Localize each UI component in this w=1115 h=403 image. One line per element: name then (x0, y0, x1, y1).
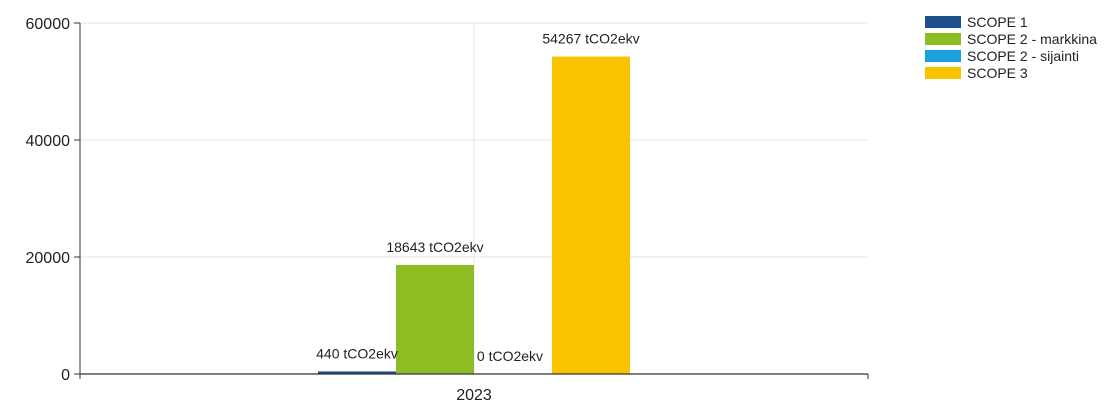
y-tick-label: 20000 (26, 250, 71, 267)
bar-scope-3 (552, 56, 630, 374)
y-tick-label: 40000 (26, 133, 71, 150)
legend-label: SCOPE 2 - markkina (967, 31, 1097, 47)
legend-swatch (925, 16, 961, 28)
y-tick-label: 0 (61, 367, 70, 384)
data-label: 18643 tCO2ekv (386, 239, 483, 255)
legend-label: SCOPE 3 (967, 65, 1028, 81)
bar-scope-2-markkina (396, 264, 474, 374)
y-tick-label: 60000 (26, 16, 71, 33)
data-labels: 440 tCO2ekv 18643 tCO2ekv 0 tCO2ekv 54267 t… (316, 31, 640, 364)
bars (318, 56, 630, 374)
data-label: 440 tCO2ekv (316, 345, 398, 361)
legend-swatch (925, 67, 961, 79)
legend-label: SCOPE 2 - sijainti (967, 48, 1079, 64)
x-tick-label: 2023 (456, 387, 492, 403)
data-label: 0 tCO2ekv (477, 348, 543, 364)
data-label: 54267 tCO2ekv (542, 31, 639, 47)
legend-swatch (925, 50, 961, 62)
legend-swatch (925, 33, 961, 45)
axes: 0 20000 40000 60000 2023 (26, 16, 869, 403)
legend-label: SCOPE 1 (967, 14, 1028, 30)
bar-scope-1 (318, 371, 396, 374)
